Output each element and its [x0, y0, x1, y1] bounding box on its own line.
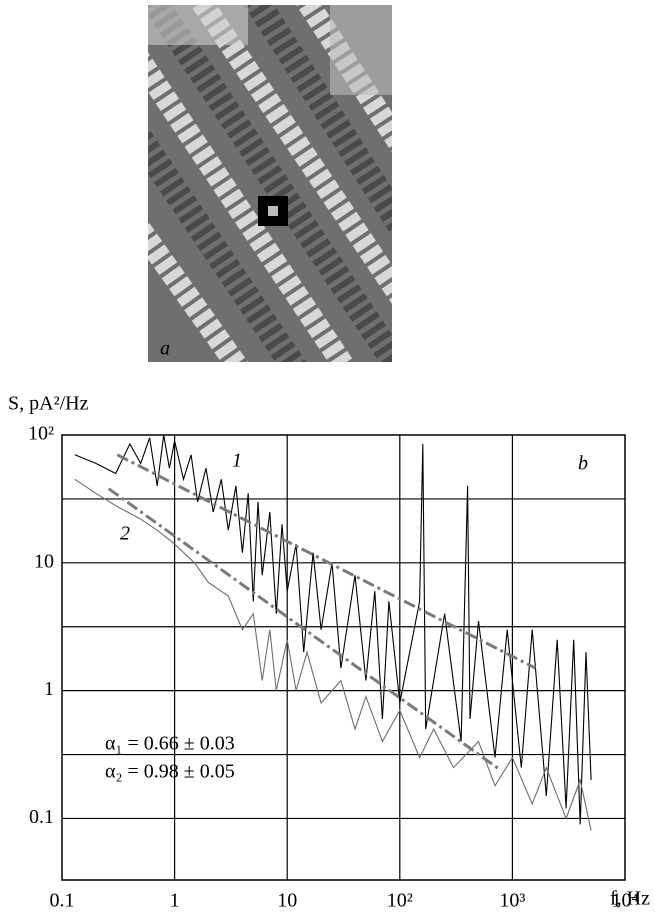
- series-line: [74, 478, 592, 831]
- panel-label: a: [160, 338, 170, 360]
- y-tick-label: 10: [34, 550, 54, 572]
- series-line: [74, 434, 592, 825]
- annotation: α₂ = 0.98 ± 0.05: [105, 761, 235, 783]
- plot-frame: [61, 434, 626, 881]
- y-axis-label: S, pA²/Hz: [8, 393, 89, 415]
- fit-line: [107, 487, 502, 772]
- x-axis-label: f, Hz: [610, 888, 650, 910]
- y-tick-label: 0.1: [29, 806, 54, 828]
- x-tick-label: 0.1: [50, 890, 75, 912]
- y-tick-label: 1: [44, 678, 54, 700]
- x-tick-label: 1: [170, 890, 180, 912]
- x-tick-label: 10⁴: [612, 890, 639, 912]
- x-tick-label: 10²: [387, 890, 413, 912]
- annotation: α₁ = 0.66 ± 0.03: [105, 733, 235, 755]
- y-tick-label: 10²: [28, 423, 54, 445]
- fit-line: [116, 453, 537, 670]
- series-label: 2: [120, 523, 130, 545]
- stm-image: [148, 5, 392, 362]
- panel-label: b: [578, 453, 588, 475]
- x-tick-label: 10: [277, 890, 297, 912]
- x-tick-label: 10³: [499, 890, 525, 912]
- series-label: 1: [232, 450, 242, 472]
